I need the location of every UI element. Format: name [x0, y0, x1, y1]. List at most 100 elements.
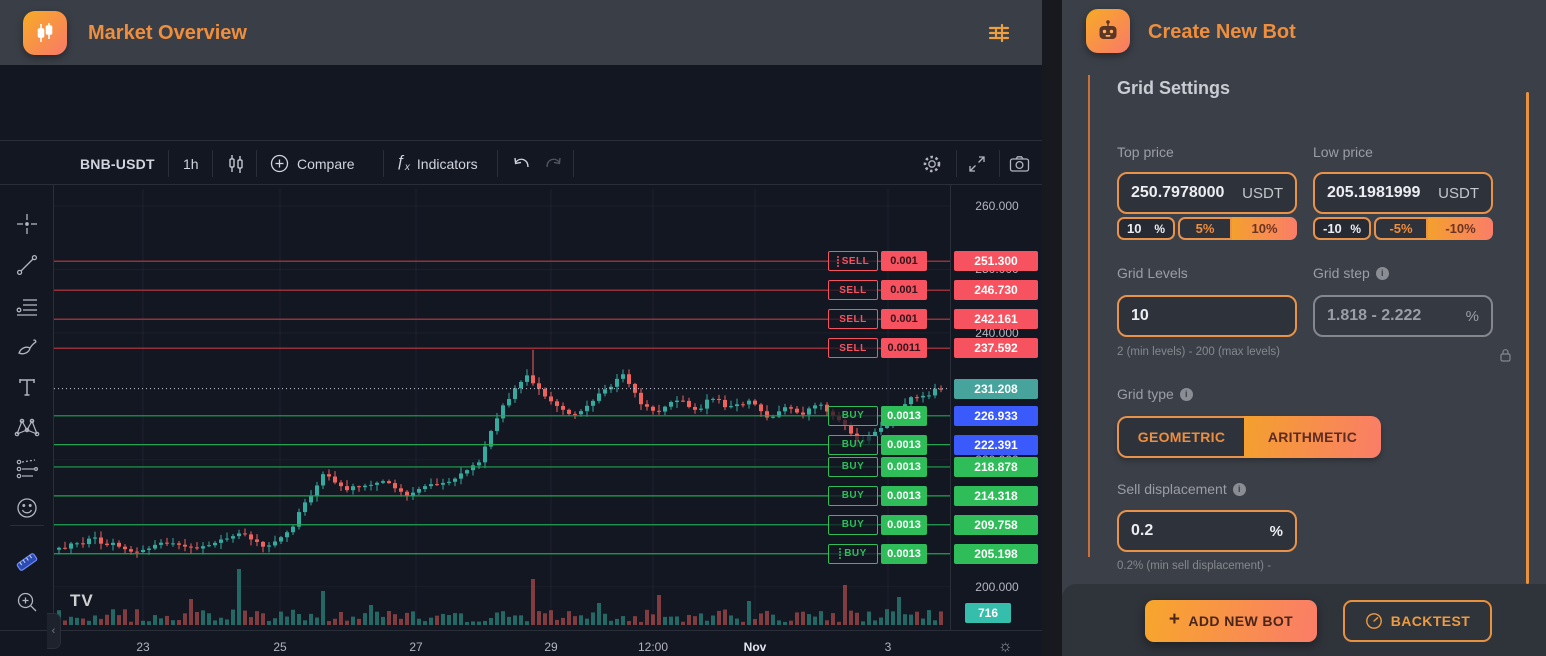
sell-order-tag[interactable]: SELL	[828, 251, 878, 272]
buy-order-row[interactable]: BUY 0.0013	[828, 543, 927, 564]
text-tool[interactable]	[11, 371, 43, 403]
top-percent-suffix: %	[1154, 221, 1165, 236]
order-quantity[interactable]: 0.0013	[881, 434, 927, 455]
order-quantity[interactable]: 0.0013	[881, 456, 927, 477]
top-price-unit: USDT	[1242, 184, 1283, 202]
buy-price-chip: 218.878	[954, 456, 1038, 477]
sell-order-row[interactable]: SELL 0.001	[828, 280, 927, 301]
tradingview-logo[interactable]: TV	[70, 591, 94, 610]
indicators-button[interactable]: ƒx Indicators	[396, 141, 478, 186]
chart-toolbar: BNB-USDT 1h Compare ƒx	[0, 140, 1042, 185]
buy-order-row[interactable]: BUY 0.0013	[828, 485, 927, 506]
order-quantity[interactable]: 0.0013	[881, 514, 927, 535]
buy-order-row[interactable]: BUY 0.0013	[828, 514, 927, 535]
grid-type-label: Grid type i	[1117, 386, 1193, 402]
sell-order-row[interactable]: SELL 0.001	[828, 309, 927, 330]
sell-order-tag[interactable]: SELL	[828, 309, 878, 330]
order-quantity[interactable]: 0.0013	[881, 543, 927, 564]
brush-tool[interactable]	[11, 331, 43, 363]
sell-order-tag[interactable]: SELL	[828, 280, 878, 301]
top-price-percent-input[interactable]: 10 %	[1117, 217, 1175, 240]
order-side-label: SELL	[841, 255, 870, 267]
chart-style-icon[interactable]	[227, 141, 245, 186]
sell-price-chip: 237.592	[954, 338, 1038, 359]
sell-order-tag[interactable]: SELL	[828, 338, 878, 359]
order-quantity[interactable]: 0.001	[881, 251, 927, 272]
fullscreen-icon[interactable]	[967, 141, 987, 186]
theme-sun-icon[interactable]: ☼	[998, 638, 1013, 655]
interval-button[interactable]: 1h	[183, 155, 199, 172]
order-side-label: BUY	[841, 461, 865, 473]
drag-handle-icon[interactable]	[839, 548, 842, 560]
ruler-tool[interactable]	[11, 546, 43, 578]
snapshot-camera-icon[interactable]	[1009, 141, 1030, 186]
price-chart-canvas[interactable]	[54, 185, 950, 630]
grid-step-info-icon[interactable]: i	[1375, 266, 1389, 280]
sell-order-row[interactable]: SELL 0.0011	[828, 338, 927, 359]
low-price-input[interactable]: 205.1981999 USDT	[1313, 172, 1493, 214]
order-quantity[interactable]: 0.0011	[881, 338, 927, 359]
buy-price-chip: 205.198	[954, 543, 1038, 564]
symbol-button[interactable]: BNB-USDT	[80, 155, 155, 172]
redo-button[interactable]	[543, 141, 563, 186]
order-side-label: SELL	[839, 342, 867, 354]
sidebar-collapse-handle[interactable]: ‹	[47, 613, 61, 649]
chart-properties-icon[interactable]	[922, 141, 942, 186]
sell-price-chip: 246.730	[954, 280, 1038, 301]
drag-handle-icon[interactable]	[836, 255, 839, 267]
backtest-button[interactable]: BACKTEST	[1343, 600, 1492, 642]
time-axis-label: 25	[273, 640, 287, 654]
trend-line-tool[interactable]	[11, 249, 43, 281]
grid-step-lock-icon[interactable]	[1499, 348, 1512, 367]
sell-displacement-input[interactable]: 0.2 %	[1117, 510, 1297, 552]
volume-value-chip: 716	[965, 603, 1011, 623]
buy-order-tag[interactable]: BUY	[828, 434, 878, 455]
buy-order-tag[interactable]: BUY	[828, 485, 878, 506]
plus-circle-icon	[270, 154, 289, 173]
low-percent-suffix: %	[1350, 221, 1361, 236]
low-price-percent-input[interactable]: -10 %	[1313, 217, 1371, 240]
add-new-bot-button[interactable]: + ADD NEW BOT	[1145, 600, 1317, 642]
time-axis[interactable]: 23 25 27 29 12:00 Nov 3	[0, 630, 1042, 656]
buy-order-row[interactable]: BUY 0.0013	[828, 456, 927, 477]
sell-price-chip: 251.300	[954, 251, 1038, 272]
buy-order-tag[interactable]: BUY	[828, 456, 878, 477]
low-minus5-button[interactable]: -5%	[1374, 217, 1428, 240]
low-minus10-button[interactable]: -10%	[1428, 217, 1493, 240]
horizontal-lines-tool[interactable]	[11, 290, 43, 322]
pattern-xabcd-tool[interactable]	[11, 411, 43, 443]
top-price-input[interactable]: 250.7978000 USDT	[1117, 172, 1297, 214]
top-price-value: 250.7978000	[1131, 184, 1225, 201]
sell-displacement-info-icon[interactable]: i	[1232, 482, 1246, 496]
order-quantity[interactable]: 0.0013	[881, 485, 927, 506]
buy-order-row[interactable]: BUY 0.0013	[828, 434, 927, 455]
bot-icon	[1086, 9, 1130, 53]
grid-type-info-icon[interactable]: i	[1179, 387, 1193, 401]
buy-price-chip: 214.318	[954, 485, 1038, 506]
low-percent-value: -10	[1323, 221, 1342, 236]
order-quantity[interactable]: 0.0013	[881, 405, 927, 426]
widget-settings-icon[interactable]	[983, 17, 1015, 49]
sell-order-row[interactable]: SELL 0.001	[828, 251, 927, 272]
price-axis[interactable]: 260.000250.000240.000220.000200.000251.3…	[950, 185, 1042, 630]
top-plus5-button[interactable]: 5%	[1178, 217, 1232, 240]
forecast-tool[interactable]	[11, 452, 43, 484]
order-quantity[interactable]: 0.001	[881, 309, 927, 330]
panel-scrollbar[interactable]	[1526, 92, 1529, 584]
grid-levels-input[interactable]: 10	[1117, 295, 1297, 337]
grid-type-geometric-button[interactable]: GEOMETRIC	[1117, 416, 1244, 458]
emoji-tool[interactable]	[11, 492, 43, 524]
buy-order-tag[interactable]: BUY	[828, 514, 878, 535]
zoom-in-tool[interactable]	[11, 586, 43, 618]
grid-type-arithmetic-button[interactable]: ARITHMETIC	[1244, 416, 1381, 458]
time-axis-label: 23	[136, 640, 150, 654]
time-axis-label: 29	[544, 640, 558, 654]
undo-button[interactable]	[512, 141, 532, 186]
top-plus10-button[interactable]: 10%	[1232, 217, 1297, 240]
buy-order-tag[interactable]: BUY	[828, 543, 878, 564]
compare-button[interactable]: Compare	[270, 141, 355, 186]
order-quantity[interactable]: 0.001	[881, 280, 927, 301]
buy-order-tag[interactable]: BUY	[828, 405, 878, 426]
buy-order-row[interactable]: BUY 0.0013	[828, 405, 927, 426]
crosshair-tool[interactable]	[11, 208, 43, 240]
